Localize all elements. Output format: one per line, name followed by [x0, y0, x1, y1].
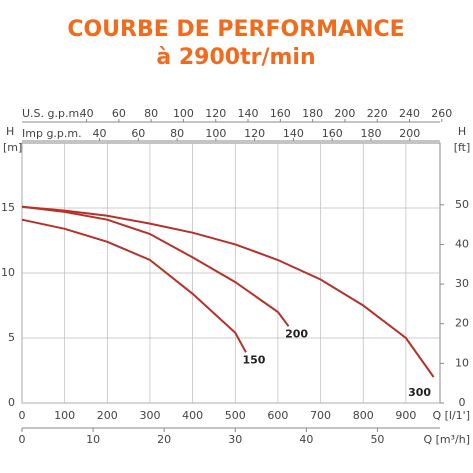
x2-label: Q [m³/h] — [423, 433, 470, 446]
top1-tick-label: 120 — [205, 107, 226, 120]
top2-tick-label: 40 — [93, 127, 107, 140]
x-tick-label: 300 — [139, 409, 160, 422]
y-label: [m] — [3, 141, 22, 154]
x2-tick-label: 30 — [228, 433, 242, 446]
top2-tick-label: 80 — [170, 127, 184, 140]
top1-tick-label: 160 — [270, 107, 291, 120]
x-tick-label: 0 — [19, 409, 26, 422]
y-tick-label: 5 — [8, 331, 15, 344]
chart-title: COURBE DE PERFORMANCE — [67, 17, 404, 42]
top2-label: Imp g.p.m. — [22, 127, 82, 140]
top1-tick-label: 140 — [238, 107, 259, 120]
curve-label: 200 — [285, 327, 308, 340]
top1-label: U.S. g.p.m. — [22, 107, 83, 120]
x2-tick-label: 50 — [370, 433, 384, 446]
x-tick-label: 900 — [395, 409, 416, 422]
top1-tick-label: 40 — [80, 107, 94, 120]
y2-tick-label: 30 — [455, 277, 469, 290]
x-tick-label: 100 — [54, 409, 75, 422]
y2-tick-label: 50 — [455, 198, 469, 211]
curve-label: 300 — [408, 386, 431, 399]
y2-tick-label: 20 — [455, 317, 469, 330]
curve — [21, 205, 290, 327]
top1-tick-label: 260 — [431, 107, 452, 120]
x2-tick-label: 20 — [157, 433, 171, 446]
x-tick-label: 200 — [97, 409, 118, 422]
y-label-top: H — [6, 125, 14, 138]
y-tick-label: 10 — [1, 266, 15, 279]
y2-label-top: H — [458, 125, 466, 138]
top1-tick-label: 180 — [302, 107, 323, 120]
x2-tick-label: 40 — [299, 433, 313, 446]
x2-tick-label: 10 — [86, 433, 100, 446]
top2-tick-label: 60 — [131, 127, 145, 140]
x-tick-label: 600 — [267, 409, 288, 422]
y-tick-label: 0 — [8, 396, 15, 409]
top2-tick-label: 140 — [283, 127, 304, 140]
y2-tick-label: 40 — [455, 237, 469, 250]
y2-label: [ft] — [454, 141, 471, 154]
y2-tick-label: 10 — [455, 356, 469, 369]
top2-tick-label: 160 — [322, 127, 343, 140]
top2-tick-label: 200 — [399, 127, 420, 140]
top1-tick-label: 220 — [367, 107, 388, 120]
top2-tick-label: 180 — [360, 127, 381, 140]
x-tick-label: 400 — [182, 409, 203, 422]
top2-tick-label: 120 — [244, 127, 265, 140]
top1-tick-label: 100 — [173, 107, 194, 120]
top1-tick-label: 80 — [144, 107, 158, 120]
curve — [21, 218, 247, 353]
top1-tick-label: 200 — [334, 107, 355, 120]
x-tick-label: 700 — [310, 409, 331, 422]
curve-label: 150 — [242, 353, 265, 366]
y-tick-label: 15 — [1, 201, 15, 214]
x-label: Q [l/1'] — [432, 409, 470, 422]
top2-tick-label: 100 — [205, 127, 226, 140]
curve — [21, 205, 435, 378]
x-tick-label: 800 — [353, 409, 374, 422]
top1-tick-label: 240 — [399, 107, 420, 120]
y2-tick-label: 0 — [459, 396, 466, 409]
chart-subtitle: à 2900tr/min — [156, 45, 315, 70]
x2-tick-label: 0 — [19, 433, 26, 446]
x-tick-label: 500 — [225, 409, 246, 422]
top1-tick-label: 60 — [112, 107, 126, 120]
